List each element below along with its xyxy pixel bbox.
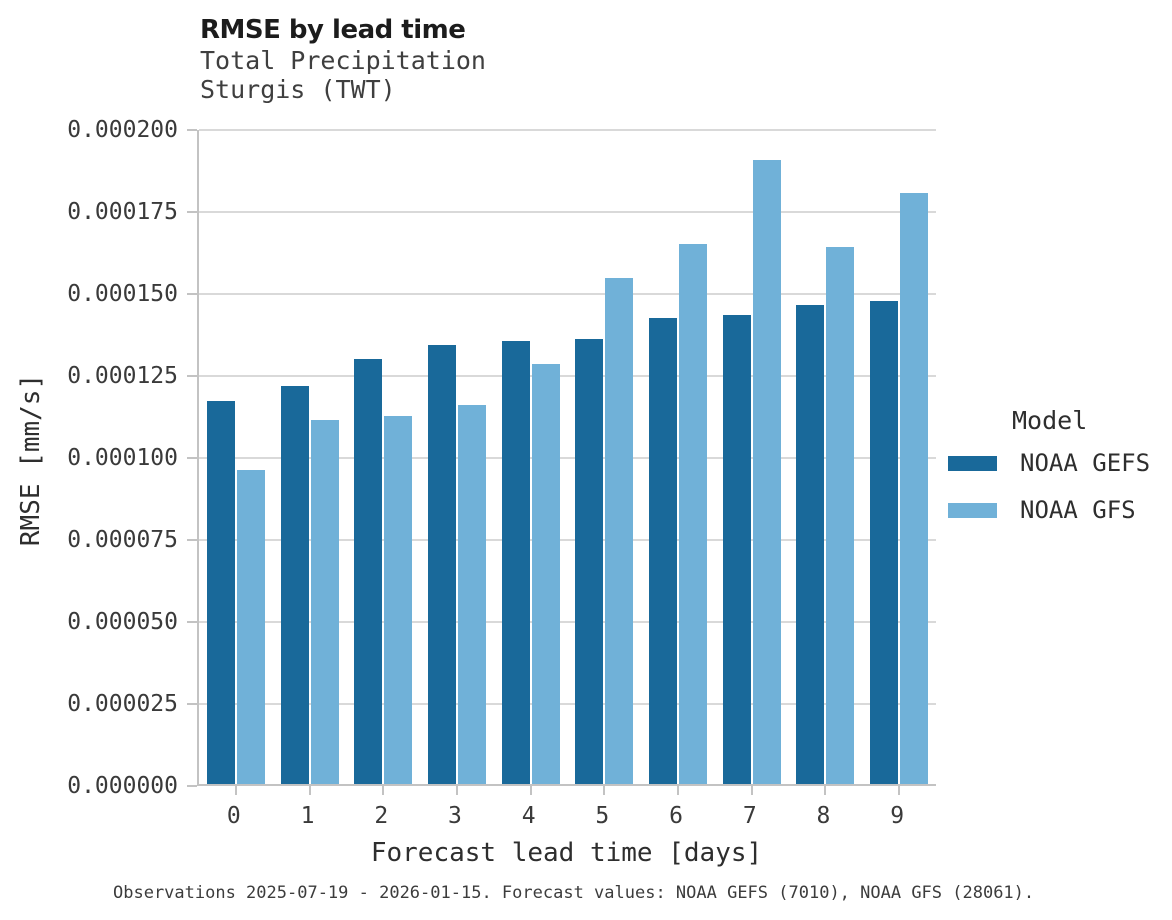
bar-noaa-gfs-day-8 <box>826 247 855 784</box>
bar-group-day-1 <box>273 130 347 784</box>
gridline <box>199 293 936 295</box>
bar-noaa-gefs-day-1 <box>280 386 309 784</box>
bar-noaa-gfs-day-6 <box>679 243 708 784</box>
bar-noaa-gfs-day-4 <box>531 363 560 784</box>
legend-label-noaa-gefs: NOAA GEFS <box>1020 449 1151 477</box>
x-tick-label: 5 <box>595 803 610 829</box>
y-tick-label: 0.000125 <box>67 363 178 389</box>
x-tick-label: 7 <box>742 803 757 829</box>
y-tick-label: 0.000000 <box>67 773 178 799</box>
x-tick-mark <box>750 786 753 795</box>
gridline <box>199 375 936 377</box>
y-tick-label: 0.000175 <box>67 199 178 225</box>
bar-group-day-8 <box>789 130 863 784</box>
bar-noaa-gfs-day-1 <box>310 420 339 784</box>
x-tick-mark <box>234 786 237 795</box>
chart-title: RMSE by lead time <box>200 15 466 45</box>
gridline <box>199 129 936 131</box>
legend-entry-noaa-gfs: NOAA GFS <box>948 496 1150 524</box>
x-axis-title: Forecast lead time [days] <box>370 838 763 868</box>
chart-subtitle-variable: Total Precipitation <box>200 46 486 75</box>
gridline <box>199 621 936 623</box>
bar-noaa-gefs-day-7 <box>722 315 751 784</box>
gridline <box>199 457 936 459</box>
bar-noaa-gefs-day-5 <box>575 338 604 784</box>
gridline <box>199 211 936 213</box>
title-block: RMSE by lead time Total Precipitation St… <box>200 14 486 104</box>
legend-swatch-noaa-gfs <box>948 502 997 518</box>
y-tick-mark <box>187 457 197 459</box>
bar-group-day-5 <box>568 130 642 784</box>
bar-noaa-gfs-day-0 <box>236 470 265 784</box>
y-axis-tick-labels: 0.000000 0.000025 0.000050 0.000075 0.000100… <box>0 117 178 799</box>
bar-noaa-gfs-day-5 <box>605 277 634 784</box>
legend-swatch-noaa-gefs <box>948 455 997 471</box>
x-tick-label: 3 <box>448 803 462 829</box>
bar-noaa-gefs-day-0 <box>206 401 235 784</box>
x-tick-mark <box>824 786 827 795</box>
plot-area <box>187 129 936 795</box>
x-axis-tick-labels: 0 1 2 3 4 5 6 7 8 9 <box>197 803 936 831</box>
bar-noaa-gefs-day-3 <box>427 345 456 784</box>
x-tick-label: 4 <box>521 803 536 829</box>
x-tick-label: 6 <box>669 803 683 829</box>
y-tick-label: 0.000075 <box>67 527 178 553</box>
x-tick-label: 1 <box>300 803 315 829</box>
y-tick-mark <box>187 621 197 623</box>
legend-entry-noaa-gefs: NOAA GEFS <box>948 449 1150 477</box>
x-tick-mark <box>898 786 901 795</box>
legend-label-noaa-gfs: NOAA GFS <box>1020 496 1136 524</box>
bar-group-day-3 <box>420 130 494 784</box>
bar-group-day-9 <box>862 130 936 784</box>
y-tick-label: 0.000050 <box>67 609 178 635</box>
gridline <box>199 703 936 705</box>
x-tick-mark <box>529 786 532 795</box>
y-tick-mark <box>187 375 197 377</box>
gridline <box>199 539 936 541</box>
y-tick-mark <box>187 703 197 705</box>
bar-noaa-gefs-day-4 <box>501 340 530 784</box>
x-tick-label: 0 <box>226 803 241 829</box>
bar-noaa-gefs-day-8 <box>796 305 825 784</box>
x-tick-mark <box>455 786 458 795</box>
bar-group-day-2 <box>346 130 420 784</box>
gridlines <box>199 129 936 784</box>
bar-group-day-4 <box>494 130 568 784</box>
bar-noaa-gfs-day-9 <box>900 192 929 784</box>
y-tick-mark <box>187 293 197 295</box>
bar-noaa-gfs-day-2 <box>384 415 413 784</box>
x-tick-label: 2 <box>374 803 389 829</box>
legend-entries: NOAA GEFS NOAA GFS <box>948 449 1150 524</box>
y-tick-label: 0.000025 <box>67 691 178 717</box>
footnote: Observations 2025-07-19 - 2026-01-15. Fo… <box>113 883 1035 903</box>
legend: Model NOAA GEFS NOAA GFS <box>948 406 1150 543</box>
x-tick-mark <box>308 786 311 795</box>
chart-subtitle-location: Sturgis (TWT) <box>200 75 396 104</box>
y-tick-mark <box>187 785 197 787</box>
y-tick-mark <box>187 211 197 213</box>
x-tick-mark <box>382 786 385 795</box>
x-tick-mark <box>677 786 680 795</box>
x-tick-mark <box>603 786 606 795</box>
bar-noaa-gfs-day-7 <box>752 160 781 784</box>
legend-title: Model <box>1012 406 1088 435</box>
y-tick-mark <box>187 129 197 131</box>
x-tick-label: 9 <box>890 803 905 829</box>
y-tick-label: 0.000200 <box>67 117 178 143</box>
bar-noaa-gefs-day-9 <box>870 300 899 784</box>
y-tick-mark <box>187 539 197 541</box>
bar-group-day-6 <box>641 130 715 784</box>
y-tick-label: 0.000100 <box>67 445 178 471</box>
y-tick-label: 0.000150 <box>67 281 178 307</box>
bar-noaa-gefs-day-6 <box>649 317 678 784</box>
bar-group-day-0 <box>199 130 273 784</box>
bars-container <box>199 130 936 784</box>
bar-noaa-gfs-day-3 <box>457 405 486 784</box>
bar-group-day-7 <box>715 130 789 784</box>
bar-noaa-gefs-day-2 <box>354 358 383 784</box>
x-tick-label: 8 <box>816 803 831 829</box>
